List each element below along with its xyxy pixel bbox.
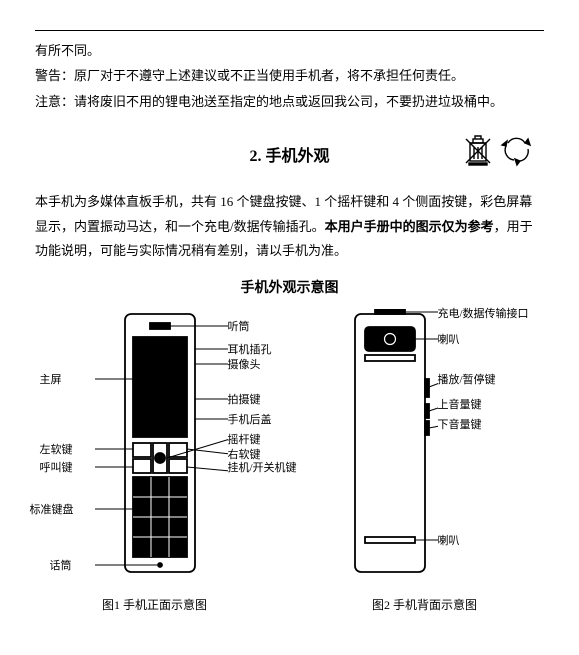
label-std-keypad: 标准键盘 (30, 501, 74, 521)
label-vol-down: 下音量键 (438, 416, 482, 436)
phone-front-figure: 主屏 左软键 呼叫键 标准键盘 话筒 听筒 耳机插孔 摄像头 拍摄键 手机后盖 … (50, 309, 260, 589)
warning-prefix: 警告： (35, 68, 74, 83)
para-notice: 注意：请将废旧不用的锂电池送至指定的地点或返回我公司，不要扔进垃圾桶中。 (35, 90, 544, 113)
desc-para: 本手机为多媒体直板手机，共有 16 个键盘按键、1 个摇杆键和 4 个侧面按键，… (35, 190, 544, 264)
label-main-screen: 主屏 (40, 371, 62, 391)
diagram-area: 主屏 左软键 呼叫键 标准键盘 话筒 听筒 耳机插孔 摄像头 拍摄键 手机后盖 … (35, 309, 544, 617)
divider-top (35, 30, 544, 31)
label-left-soft: 左软键 (40, 441, 73, 461)
label-earpiece: 听筒 (228, 318, 250, 338)
label-power: 挂机/开关机键 (228, 462, 297, 474)
label-call: 呼叫键 (40, 459, 73, 479)
label-camera: 摄像头 (228, 356, 261, 376)
caption-front: 图1 手机正面示意图 (50, 595, 260, 617)
disposal-icons (464, 133, 534, 167)
label-speaker-top: 喇叭 (438, 331, 460, 351)
notice-text: 请将废旧不用的锂电池送至指定的地点或返回我公司，不要扔进垃圾桶中。 (74, 94, 503, 109)
para-1: 有所不同。 (35, 39, 544, 62)
desc-b-bold: 本用户手册中的图示仅为参考 (325, 219, 494, 234)
phone-back-col: 充电/数据传输接口 喇叭 播放/暂停键 上音量键 下音量键 喇叭 图2 手机背面… (320, 309, 530, 617)
phone-back-figure: 充电/数据传输接口 喇叭 播放/暂停键 上音量键 下音量键 喇叭 (320, 309, 530, 589)
section-title: 2. 手机外观 (249, 143, 329, 172)
label-mic: 话筒 (50, 557, 72, 577)
label-back-cover: 手机后盖 (228, 411, 272, 431)
label-vol-up: 上音量键 (438, 396, 482, 416)
label-speaker-bottom: 喇叭 (438, 532, 460, 552)
section-title-row: 2. 手机外观 (35, 143, 544, 172)
caption-back: 图2 手机背面示意图 (320, 595, 530, 617)
notice-prefix: 注意： (35, 94, 74, 109)
label-play: 播放/暂停键 (438, 371, 496, 391)
diagram-title: 手机外观示意图 (35, 276, 544, 301)
label-shutter: 拍摄键 (228, 391, 261, 411)
para-warning: 警告：原厂对于不遵守上述建议或不正当使用手机者，将不承担任何责任。 (35, 64, 544, 87)
phone-front-col: 主屏 左软键 呼叫键 标准键盘 话筒 听筒 耳机插孔 摄像头 拍摄键 手机后盖 … (50, 309, 260, 617)
warning-text: 原厂对于不遵守上述建议或不正当使用手机者，将不承担任何责任。 (74, 68, 464, 83)
label-charge: 充电/数据传输接口 (438, 305, 529, 325)
